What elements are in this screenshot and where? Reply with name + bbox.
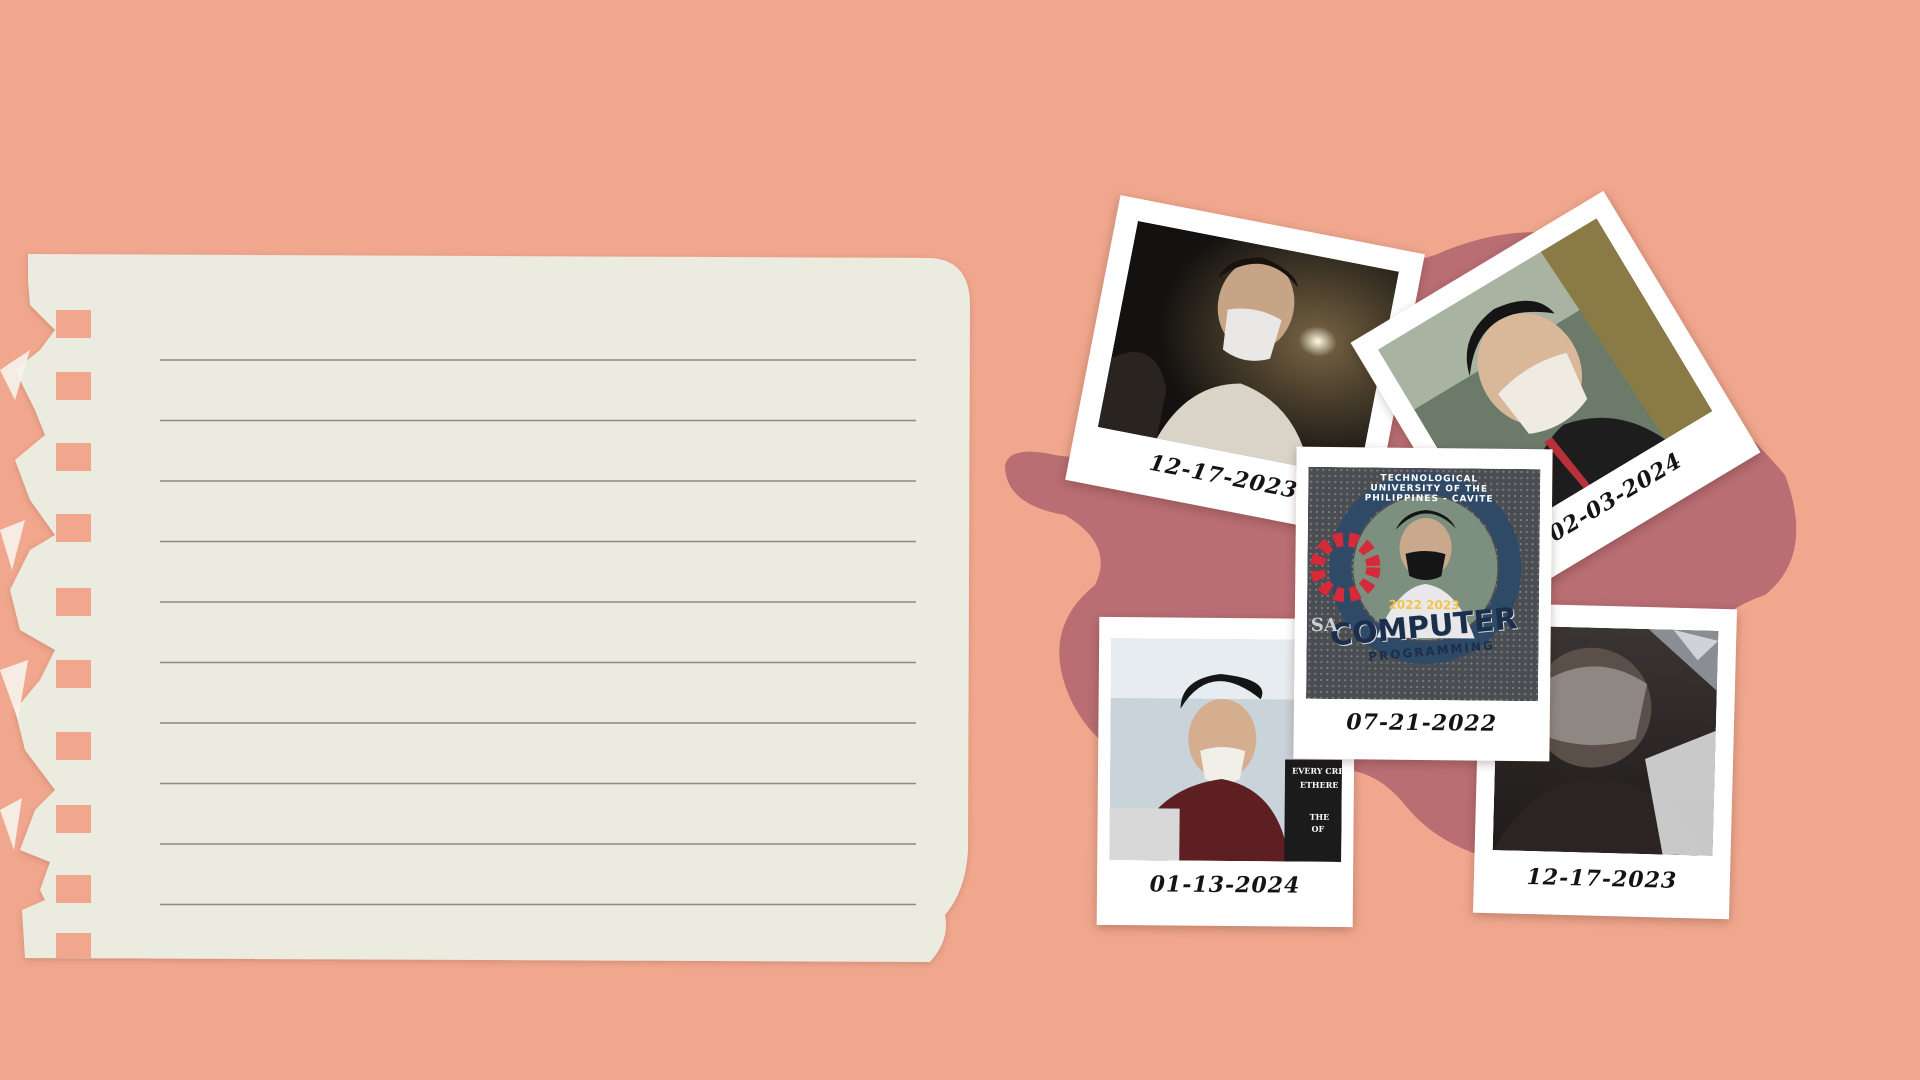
notebook-paper: [0, 250, 980, 970]
torn-fibres: [0, 350, 30, 850]
polaroid-date: 01-13-2024: [1149, 871, 1301, 899]
photo-frame-selfie: TECHNOLOGICAL UNIVERSITY OF THE PHILIPPI…: [1306, 466, 1541, 702]
punch-holes: [56, 310, 91, 958]
polaroid-frame[interactable]: TECHNOLOGICAL UNIVERSITY OF THE PHILIPPI…: [1293, 446, 1553, 762]
ruled-lines: [160, 359, 916, 906]
photo-night-selfie: [1097, 220, 1400, 478]
polaroid-event[interactable]: EVERY CREA ETHERE THE OF 01-13-2024: [1096, 616, 1356, 928]
sign-text-line3: THE: [1309, 811, 1330, 822]
polaroid-night[interactable]: 12-17-2023: [1065, 195, 1425, 539]
sign-text-line4: OF: [1311, 823, 1325, 834]
sign-text-line2: ETHERE: [1299, 779, 1339, 790]
notebook-paper-shape: [0, 254, 970, 962]
polaroid-date: 07-21-2022: [1346, 709, 1498, 737]
paper-sheet: [10, 254, 970, 962]
gear-icon: [1310, 532, 1381, 603]
sign-text-line1: EVERY CREA: [1291, 765, 1344, 777]
photo-event-selfie: EVERY CREA ETHERE THE OF: [1109, 637, 1344, 863]
left-sign-text: SA: [1310, 614, 1338, 637]
frame-ring-text: TECHNOLOGICAL UNIVERSITY OF THE PHILIPPI…: [1364, 473, 1494, 505]
polaroid-date: 12-17-2023: [1526, 863, 1678, 894]
